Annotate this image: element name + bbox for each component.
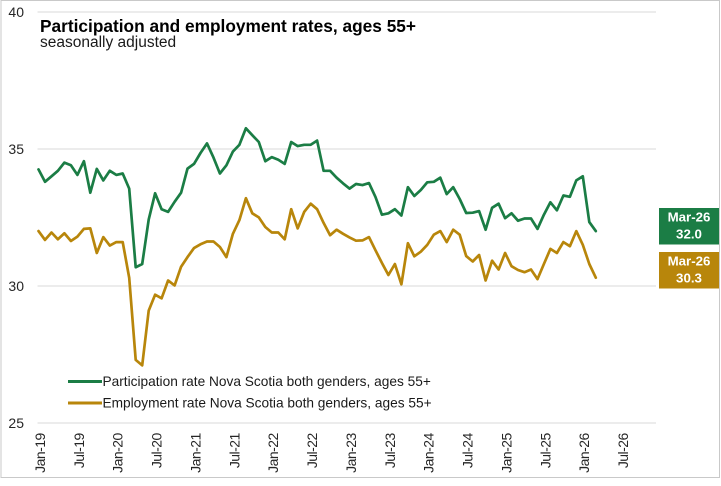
svg-text:Jan-21: Jan-21	[187, 433, 203, 473]
svg-text:Jan-23: Jan-23	[343, 433, 359, 473]
svg-text:Jul-25: Jul-25	[537, 433, 553, 469]
svg-text:Jan-26: Jan-26	[576, 433, 592, 473]
svg-text:seasonally adjusted: seasonally adjusted	[40, 34, 176, 51]
svg-text:40: 40	[8, 4, 24, 20]
svg-text:Jan-20: Jan-20	[110, 433, 126, 473]
svg-text:Jan-22: Jan-22	[265, 433, 281, 473]
svg-text:Mar-26: Mar-26	[668, 210, 711, 225]
svg-text:Employment rate Nova Scotia bo: Employment rate Nova Scotia both genders…	[103, 395, 432, 410]
svg-text:Jul-26: Jul-26	[615, 433, 631, 469]
svg-text:30.3: 30.3	[676, 271, 702, 286]
svg-text:Jul-19: Jul-19	[71, 433, 87, 469]
svg-text:Participation rate Nova Scotia: Participation rate Nova Scotia both gend…	[103, 374, 431, 389]
svg-text:Jan-19: Jan-19	[32, 433, 48, 473]
svg-text:Participation and employment r: Participation and employment rates, ages…	[40, 16, 416, 36]
svg-text:Jul-20: Jul-20	[149, 433, 165, 469]
svg-text:Jan-24: Jan-24	[421, 433, 437, 473]
svg-text:Jul-23: Jul-23	[382, 433, 398, 469]
svg-text:Mar-26: Mar-26	[668, 254, 711, 269]
svg-text:Jan-25: Jan-25	[499, 433, 515, 473]
svg-text:35: 35	[8, 141, 24, 157]
svg-text:Jul-22: Jul-22	[304, 433, 320, 469]
svg-text:Jul-24: Jul-24	[460, 433, 476, 469]
svg-text:32.0: 32.0	[676, 227, 702, 242]
svg-text:Jul-21: Jul-21	[226, 433, 242, 469]
svg-text:25: 25	[8, 415, 24, 431]
svg-text:30: 30	[8, 278, 24, 294]
